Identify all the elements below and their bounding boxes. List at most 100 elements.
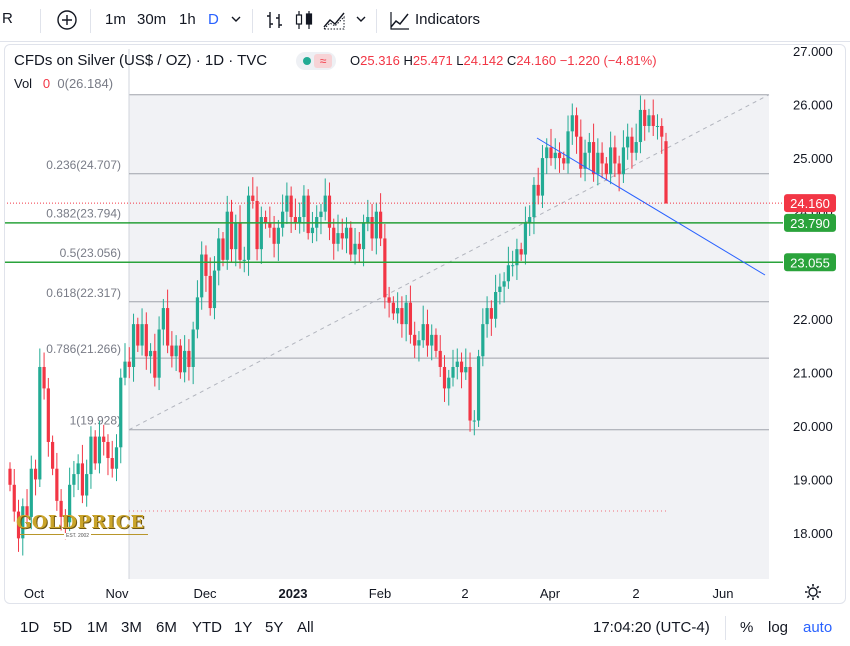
indicators-button[interactable]: Indicators: [415, 11, 481, 28]
range-1d[interactable]: 1D: [20, 619, 40, 636]
range-6m[interactable]: 6M: [156, 619, 177, 636]
chart-canvas[interactable]: 0.236(24.707) 0.382(23.794) 0.5(23.056) 0.6…: [4, 44, 843, 601]
volume-value: 0: [42, 76, 51, 91]
candle-body: [46, 388, 50, 442]
candle-body: [102, 436, 106, 442]
candle-body: [55, 468, 59, 501]
chevron-down-icon[interactable]: [355, 12, 367, 29]
price-axis-tick: 26.000: [793, 98, 833, 113]
time-axis-tick: Jun: [713, 586, 734, 601]
candle-body: [489, 308, 493, 319]
candle-body: [604, 163, 608, 175]
low-label: L: [456, 53, 464, 68]
candle-body: [557, 152, 562, 159]
plus-circle-icon[interactable]: [56, 9, 78, 35]
candle-body: [12, 484, 16, 512]
candle-body: [519, 249, 523, 255]
candle-body: [626, 136, 630, 148]
auto-scale-toggle[interactable]: auto: [803, 619, 833, 636]
symbol-fragment[interactable]: R: [2, 10, 13, 27]
candle-body: [408, 302, 413, 335]
support-price-badge: [784, 253, 836, 272]
price-axis-tick: 27.000: [793, 44, 833, 59]
fib-level-label: 1(19.928): [70, 414, 121, 428]
price-axis-tick: 22.000: [793, 312, 833, 327]
candle-body: [157, 329, 161, 378]
candle-body: [570, 115, 574, 132]
candle-body: [144, 324, 148, 357]
market-status-badge[interactable]: ≈: [296, 52, 336, 70]
candle-body: [136, 324, 140, 346]
candle-body: [549, 147, 553, 159]
wave-icon: ≈: [314, 54, 332, 68]
candle-body: [464, 366, 468, 373]
candle-body: [16, 511, 21, 539]
candle-body: [387, 297, 391, 303]
gear-icon[interactable]: [805, 584, 821, 600]
candle-body: [191, 329, 195, 367]
candle-body: [200, 254, 204, 298]
candle-body: [263, 217, 268, 223]
candle-body: [562, 158, 566, 164]
candle-body: [229, 211, 234, 250]
range-ytd[interactable]: YTD: [192, 619, 222, 636]
candle-body: [327, 195, 332, 228]
candle-body: [438, 350, 442, 367]
range-1m[interactable]: 1M: [87, 619, 108, 636]
candle-body: [68, 484, 72, 523]
percent-toggle[interactable]: %: [740, 619, 754, 636]
candle-body: [208, 275, 212, 309]
interval-1m[interactable]: 1m: [105, 11, 126, 28]
candle-body: [404, 302, 408, 325]
interval-30m[interactable]: 30m: [137, 11, 167, 28]
candle-body: [38, 366, 42, 480]
clock-timezone[interactable]: 17:04:20 (UTC-4): [593, 619, 710, 636]
candle-body: [511, 265, 515, 267]
candle-body: [506, 265, 510, 282]
area-chart-type-icon[interactable]: [322, 9, 346, 35]
trendline: [536, 137, 766, 276]
candle-body: [8, 468, 12, 485]
candle-body: [302, 195, 306, 218]
candle-body: [459, 361, 464, 373]
candle-body: [255, 200, 259, 250]
candle-body: [481, 324, 485, 357]
candle-body: [85, 474, 89, 496]
candle-body: [391, 302, 395, 314]
range-1y[interactable]: 1Y: [234, 619, 253, 636]
bottom-toolbar: 1D 5D 1M 3M 6M YTD 1Y 5Y All 17:04:20 (U…: [0, 608, 850, 646]
candle-body: [587, 142, 591, 153]
range-5d[interactable]: 5D: [53, 619, 73, 636]
candle-body: [664, 141, 668, 204]
candle-body: [361, 222, 366, 250]
candle-body: [251, 195, 255, 201]
candle-body: [153, 350, 157, 378]
candle-body: [647, 115, 651, 126]
candles-chart-type-icon[interactable]: [293, 9, 315, 35]
last-price-label: 24.160: [790, 196, 830, 211]
symbol-title[interactable]: CFDs on Silver (US$ / OZ) · 1D · TVC: [14, 52, 268, 69]
candle-body: [174, 345, 178, 357]
fib-range-shade: [129, 94, 769, 580]
bar-chart-type-icon[interactable]: [264, 9, 286, 35]
range-all[interactable]: All: [297, 619, 314, 636]
fib-level-label: 0.5(23.056): [60, 246, 121, 260]
toolbar-divider: [40, 9, 41, 33]
fib-level-label: 0.618(22.317): [46, 286, 121, 300]
range-3m[interactable]: 3M: [121, 619, 142, 636]
open-label: O: [350, 53, 361, 68]
interval-d[interactable]: D: [208, 11, 219, 28]
interval-1h[interactable]: 1h: [179, 11, 196, 28]
resistance-price-badge: [784, 213, 836, 232]
candle-body: [434, 334, 438, 351]
candle-body: [76, 463, 80, 475]
range-5y[interactable]: 5Y: [265, 619, 284, 636]
candle-body: [374, 211, 378, 239]
indicators-icon[interactable]: [389, 9, 411, 35]
last-price-badge: [784, 194, 836, 213]
log-toggle[interactable]: log: [768, 619, 789, 636]
toolbar-divider: [252, 9, 253, 33]
candle-body: [187, 350, 191, 367]
chevron-down-icon[interactable]: [230, 12, 242, 29]
